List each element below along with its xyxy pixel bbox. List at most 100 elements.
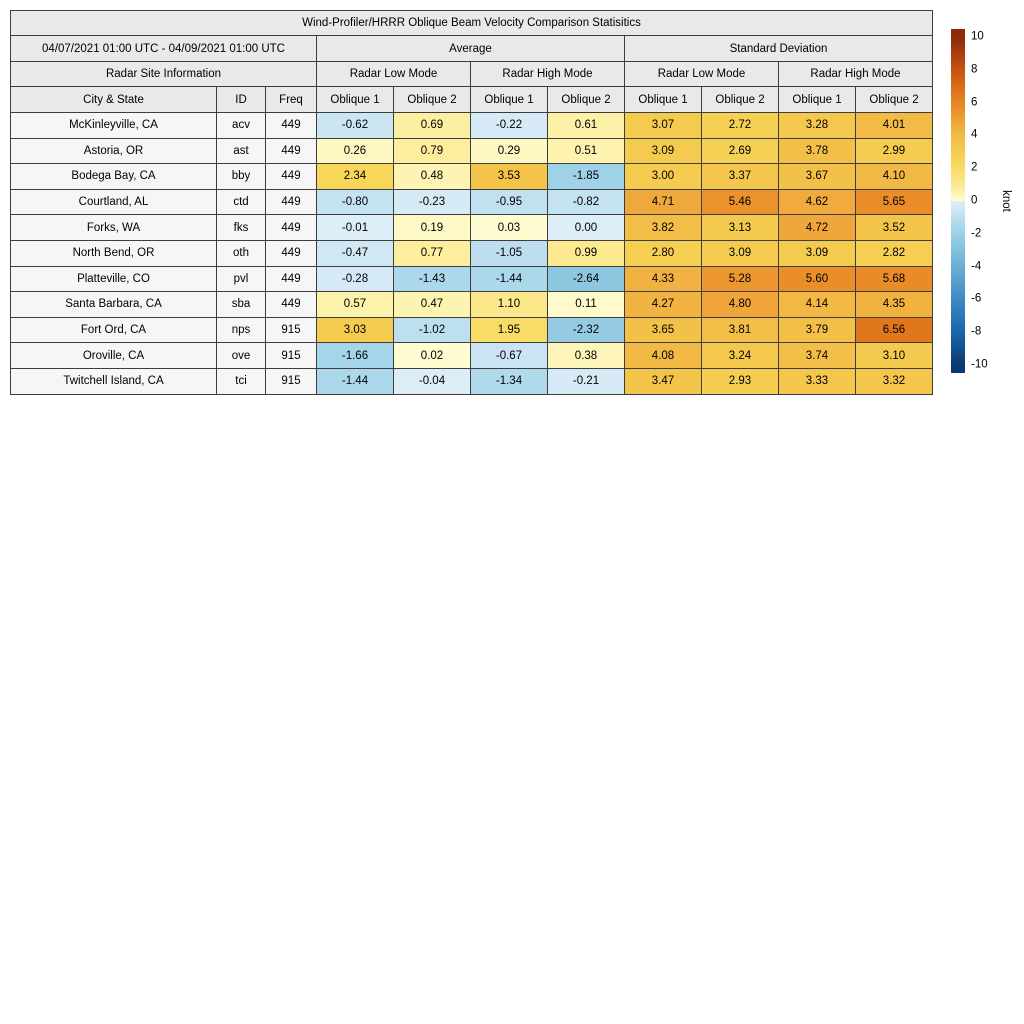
value-cell: 3.65 [624, 316, 702, 344]
city-state-cell: McKinleyville, CA [10, 112, 217, 139]
value-cell: 6.56 [855, 316, 933, 344]
colorbar-tick-label: -8 [971, 325, 982, 338]
value-cell: 0.48 [393, 163, 471, 190]
site-id-cell: sba [216, 291, 266, 318]
value-cell: 3.53 [470, 163, 548, 190]
value-cell: -0.62 [316, 112, 394, 139]
colorbar-tick-label: -6 [971, 292, 982, 305]
value-cell: 0.47 [393, 291, 471, 318]
value-cell: 1.10 [470, 291, 548, 318]
value-cell: -0.23 [393, 188, 471, 216]
stats-table: Wind-Profiler/HRRR Oblique Beam Velocity… [10, 10, 933, 395]
mode-header-std-low: Radar Low Mode [624, 61, 779, 87]
value-cell: 4.62 [778, 188, 856, 216]
site-id-cell: fks [216, 214, 266, 241]
value-cell: -1.02 [393, 316, 471, 344]
value-cell: 0.11 [547, 291, 625, 318]
column-header-oblique: Oblique 1 [470, 86, 548, 113]
value-cell: 5.68 [855, 265, 933, 293]
value-cell: 0.51 [547, 137, 625, 165]
table-row: Santa Barbara, CA sba 449 0.57 0.47 1.10… [10, 291, 933, 318]
table-row: McKinleyville, CA acv 449 -0.62 0.69 -0.… [10, 112, 933, 139]
freq-cell: 915 [265, 342, 317, 369]
value-cell: 4.71 [624, 188, 702, 216]
value-cell: -1.85 [547, 163, 625, 190]
site-info-header: Radar Site Information [10, 61, 317, 87]
site-id-cell: ove [216, 342, 266, 369]
value-cell: 2.99 [855, 137, 933, 165]
table-title: Wind-Profiler/HRRR Oblique Beam Velocity… [10, 10, 933, 36]
value-cell: 0.77 [393, 239, 471, 267]
value-cell: 5.46 [701, 188, 779, 216]
date-range: 04/07/2021 01:00 UTC - 04/09/2021 01:00 … [10, 35, 317, 62]
value-cell: -0.21 [547, 367, 625, 395]
value-cell: 4.14 [778, 291, 856, 318]
value-cell: 4.35 [855, 291, 933, 318]
value-cell: 3.52 [855, 214, 933, 241]
value-cell: 3.09 [701, 239, 779, 267]
column-header-oblique: Oblique 2 [701, 86, 779, 113]
value-cell: 3.03 [316, 316, 394, 344]
value-cell: 3.07 [624, 112, 702, 139]
site-id-cell: pvl [216, 265, 266, 293]
value-cell: 3.81 [701, 316, 779, 344]
city-state-cell: Oroville, CA [10, 342, 217, 369]
value-cell: 0.03 [470, 214, 548, 241]
table-row: Twitchell Island, CA tci 915 -1.44 -0.04… [10, 367, 933, 395]
site-id-cell: ast [216, 137, 266, 165]
value-cell: 3.13 [701, 214, 779, 241]
value-cell: -0.01 [316, 214, 394, 241]
value-cell: 4.27 [624, 291, 702, 318]
value-cell: 4.01 [855, 112, 933, 139]
value-cell: -1.66 [316, 342, 394, 369]
value-cell: 3.67 [778, 163, 856, 190]
value-cell: 3.47 [624, 367, 702, 395]
value-cell: 3.09 [624, 137, 702, 165]
value-cell: 0.38 [547, 342, 625, 369]
table-row: North Bend, OR oth 449 -0.47 0.77 -1.05 … [10, 239, 933, 267]
value-cell: -0.95 [470, 188, 548, 216]
value-cell: 0.99 [547, 239, 625, 267]
site-id-cell: acv [216, 112, 266, 139]
value-cell: 3.78 [778, 137, 856, 165]
column-header-oblique: Oblique 2 [547, 86, 625, 113]
colorbar-tick-label: -4 [971, 259, 982, 272]
value-cell: -1.44 [316, 367, 394, 395]
value-cell: 2.69 [701, 137, 779, 165]
value-cell: 0.19 [393, 214, 471, 241]
value-cell: -1.34 [470, 367, 548, 395]
value-cell: 5.28 [701, 265, 779, 293]
value-cell: 0.02 [393, 342, 471, 369]
colorbar-tick-label: 8 [971, 63, 978, 76]
value-cell: -0.28 [316, 265, 394, 293]
column-header-oblique: Oblique 2 [855, 86, 933, 113]
value-cell: 4.80 [701, 291, 779, 318]
colorbar-tick-label: 2 [971, 161, 978, 174]
value-cell: -0.04 [393, 367, 471, 395]
table-row: Oroville, CA ove 915 -1.66 0.02 -0.67 0.… [10, 342, 933, 369]
value-cell: -0.47 [316, 239, 394, 267]
column-header-oblique: Oblique 1 [316, 86, 394, 113]
freq-cell: 449 [265, 265, 317, 293]
value-cell: -0.82 [547, 188, 625, 216]
value-cell: 0.69 [393, 112, 471, 139]
freq-cell: 915 [265, 367, 317, 395]
freq-cell: 449 [265, 214, 317, 241]
column-header-oblique: Oblique 1 [778, 86, 856, 113]
column-header-oblique: Oblique 1 [624, 86, 702, 113]
freq-cell: 449 [265, 239, 317, 267]
city-state-cell: Santa Barbara, CA [10, 291, 217, 318]
column-header-freq: Freq [265, 86, 317, 113]
value-cell: 3.00 [624, 163, 702, 190]
colorbar-tick-label: -2 [971, 227, 982, 239]
mode-header-avg-low: Radar Low Mode [316, 61, 471, 87]
colorbar-unit-label: knot [1000, 190, 1012, 212]
column-header-city: City & State [10, 86, 217, 113]
table-row: Fort Ord, CA nps 915 3.03 -1.02 1.95 -2.… [10, 316, 933, 344]
city-state-cell: Bodega Bay, CA [10, 163, 217, 190]
freq-cell: 449 [265, 291, 317, 318]
value-cell: -2.64 [547, 265, 625, 293]
freq-cell: 449 [265, 112, 317, 139]
value-cell: 2.80 [624, 239, 702, 267]
